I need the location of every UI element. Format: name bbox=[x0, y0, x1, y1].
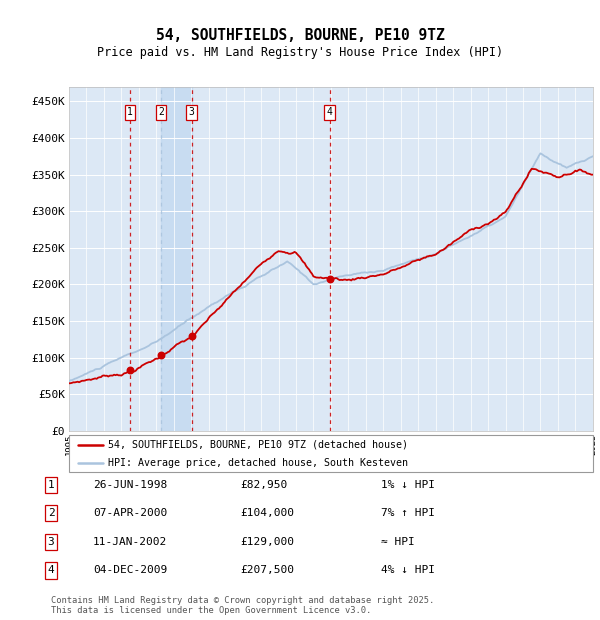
Text: 26-JUN-1998: 26-JUN-1998 bbox=[93, 480, 167, 490]
Text: 4: 4 bbox=[326, 107, 332, 117]
Text: 2: 2 bbox=[47, 508, 55, 518]
Point bbox=[187, 332, 197, 342]
Point bbox=[325, 274, 334, 284]
Text: 4% ↓ HPI: 4% ↓ HPI bbox=[381, 565, 435, 575]
Point bbox=[125, 365, 135, 375]
FancyBboxPatch shape bbox=[69, 435, 593, 472]
Bar bbox=[161, 87, 192, 431]
Text: Contains HM Land Registry data © Crown copyright and database right 2025.
This d: Contains HM Land Registry data © Crown c… bbox=[51, 596, 434, 615]
Text: ≈ HPI: ≈ HPI bbox=[381, 537, 415, 547]
Text: HPI: Average price, detached house, South Kesteven: HPI: Average price, detached house, Sout… bbox=[108, 458, 408, 468]
Text: 1: 1 bbox=[47, 480, 55, 490]
Text: 4: 4 bbox=[47, 565, 55, 575]
Text: 1: 1 bbox=[127, 107, 133, 117]
Text: 7% ↑ HPI: 7% ↑ HPI bbox=[381, 508, 435, 518]
Text: 07-APR-2000: 07-APR-2000 bbox=[93, 508, 167, 518]
Text: 54, SOUTHFIELDS, BOURNE, PE10 9TZ (detached house): 54, SOUTHFIELDS, BOURNE, PE10 9TZ (detac… bbox=[108, 440, 408, 450]
Text: £82,950: £82,950 bbox=[240, 480, 287, 490]
Text: £207,500: £207,500 bbox=[240, 565, 294, 575]
Text: 3: 3 bbox=[189, 107, 194, 117]
Text: 11-JAN-2002: 11-JAN-2002 bbox=[93, 537, 167, 547]
Text: Price paid vs. HM Land Registry's House Price Index (HPI): Price paid vs. HM Land Registry's House … bbox=[97, 46, 503, 59]
Text: £129,000: £129,000 bbox=[240, 537, 294, 547]
Text: 04-DEC-2009: 04-DEC-2009 bbox=[93, 565, 167, 575]
Point bbox=[156, 350, 166, 360]
Text: 2: 2 bbox=[158, 107, 164, 117]
Text: 3: 3 bbox=[47, 537, 55, 547]
Text: 1% ↓ HPI: 1% ↓ HPI bbox=[381, 480, 435, 490]
Text: 54, SOUTHFIELDS, BOURNE, PE10 9TZ: 54, SOUTHFIELDS, BOURNE, PE10 9TZ bbox=[155, 29, 445, 43]
Text: £104,000: £104,000 bbox=[240, 508, 294, 518]
